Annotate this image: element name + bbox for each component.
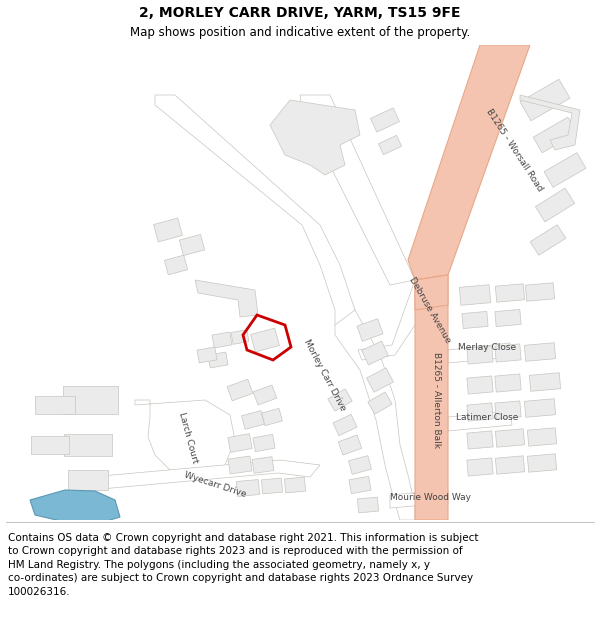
Polygon shape [495, 401, 521, 419]
Polygon shape [362, 341, 388, 365]
Polygon shape [212, 332, 232, 348]
Text: Larch Court: Larch Court [177, 411, 199, 464]
Polygon shape [228, 456, 252, 474]
Polygon shape [31, 436, 69, 454]
Polygon shape [270, 100, 360, 175]
Polygon shape [335, 310, 415, 520]
Polygon shape [208, 352, 228, 368]
Polygon shape [197, 347, 217, 363]
Polygon shape [408, 45, 530, 280]
Polygon shape [64, 434, 112, 456]
Text: B1265 - Allerton Balk: B1265 - Allerton Balk [433, 352, 442, 448]
Polygon shape [467, 403, 493, 421]
Polygon shape [495, 344, 521, 362]
Polygon shape [459, 285, 491, 305]
Polygon shape [349, 456, 371, 474]
Polygon shape [262, 408, 283, 426]
Polygon shape [253, 385, 277, 405]
Polygon shape [357, 319, 383, 341]
Text: B1265 - Worsall Road: B1265 - Worsall Road [484, 107, 544, 193]
Polygon shape [415, 275, 448, 310]
Polygon shape [164, 255, 188, 275]
Polygon shape [467, 346, 493, 364]
Polygon shape [544, 152, 586, 188]
Text: Mourie Wood Way: Mourie Wood Way [389, 492, 470, 501]
Polygon shape [155, 95, 355, 325]
Polygon shape [90, 460, 320, 490]
Polygon shape [448, 343, 512, 363]
Polygon shape [496, 429, 524, 448]
Polygon shape [358, 497, 379, 513]
Polygon shape [496, 456, 524, 474]
Polygon shape [524, 399, 556, 418]
Polygon shape [358, 275, 448, 360]
Polygon shape [251, 328, 280, 352]
Polygon shape [62, 386, 118, 414]
Text: Morley Carr Drive: Morley Carr Drive [302, 338, 347, 412]
Polygon shape [333, 414, 357, 436]
Polygon shape [30, 490, 120, 523]
Polygon shape [535, 188, 575, 222]
Polygon shape [520, 79, 570, 121]
Polygon shape [520, 95, 580, 150]
Polygon shape [179, 234, 205, 256]
Polygon shape [253, 434, 275, 452]
Text: 2, MORLEY CARR DRIVE, YARM, TS15 9FE: 2, MORLEY CARR DRIVE, YARM, TS15 9FE [139, 6, 461, 19]
Polygon shape [236, 479, 260, 496]
Polygon shape [231, 330, 249, 344]
Polygon shape [467, 376, 493, 394]
Polygon shape [328, 389, 352, 411]
Polygon shape [533, 118, 577, 152]
Polygon shape [496, 284, 524, 302]
Polygon shape [68, 470, 108, 490]
Polygon shape [338, 435, 362, 455]
Text: Map shows position and indicative extent of the property.: Map shows position and indicative extent… [130, 26, 470, 39]
Polygon shape [448, 411, 512, 431]
Polygon shape [300, 95, 415, 285]
Polygon shape [415, 275, 448, 520]
Polygon shape [390, 490, 448, 508]
Polygon shape [527, 454, 557, 472]
Polygon shape [252, 457, 274, 473]
Polygon shape [530, 225, 566, 255]
Polygon shape [526, 282, 554, 301]
Polygon shape [527, 428, 557, 446]
Polygon shape [495, 309, 521, 326]
Polygon shape [462, 311, 488, 329]
Polygon shape [242, 411, 265, 429]
Polygon shape [467, 458, 493, 476]
Polygon shape [262, 478, 283, 494]
Polygon shape [524, 342, 556, 361]
Polygon shape [529, 372, 560, 391]
Polygon shape [467, 431, 493, 449]
Polygon shape [195, 280, 258, 317]
Polygon shape [227, 379, 253, 401]
Polygon shape [379, 136, 401, 154]
Text: Debruse Avenue: Debruse Avenue [407, 276, 452, 344]
Text: Merlay Close: Merlay Close [458, 342, 516, 351]
Polygon shape [228, 434, 252, 452]
Text: Wyecarr Drive: Wyecarr Drive [183, 471, 247, 499]
Polygon shape [349, 476, 371, 494]
Polygon shape [135, 400, 235, 477]
Text: Contains OS data © Crown copyright and database right 2021. This information is : Contains OS data © Crown copyright and d… [8, 532, 478, 597]
Polygon shape [154, 218, 182, 242]
Polygon shape [367, 368, 394, 392]
Polygon shape [368, 392, 392, 414]
Polygon shape [371, 108, 400, 132]
Polygon shape [495, 374, 521, 392]
Polygon shape [35, 396, 75, 414]
Text: Latimer Close: Latimer Close [456, 414, 518, 422]
Polygon shape [284, 477, 305, 493]
